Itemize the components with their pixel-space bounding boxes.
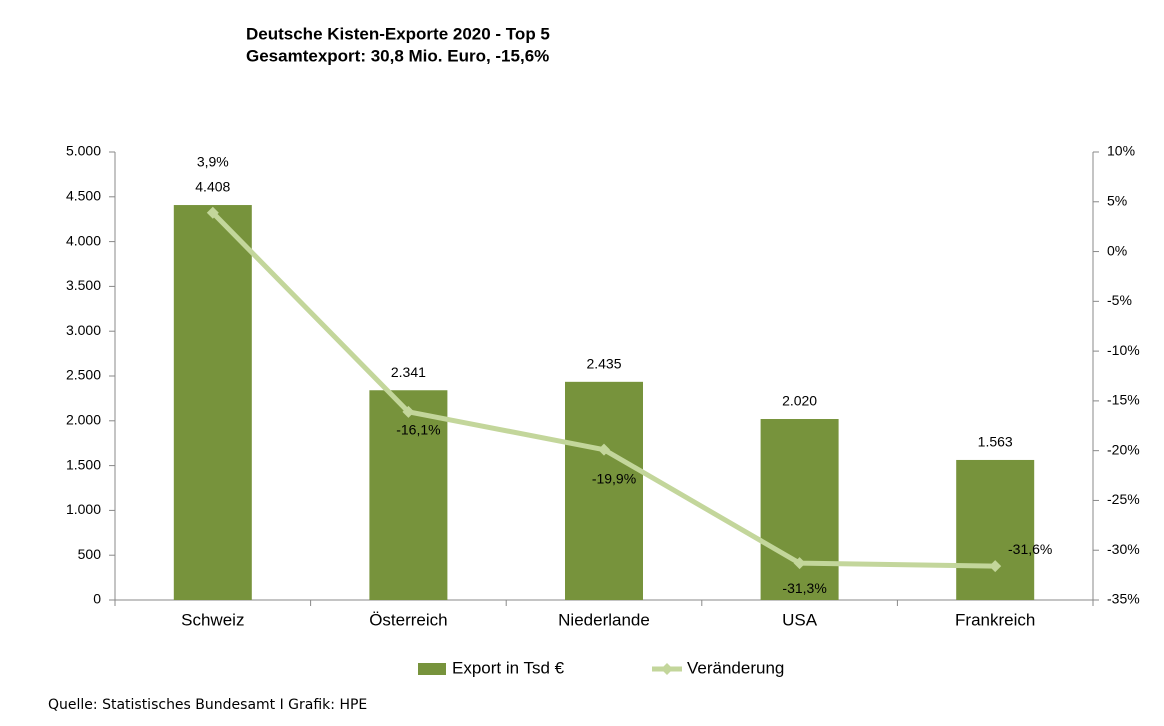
y-tick-label: 0 bbox=[93, 591, 101, 607]
x-tick-label: USA bbox=[782, 610, 818, 629]
y-tick-label: 4.000 bbox=[66, 232, 101, 248]
x-tick-label: Schweiz bbox=[181, 610, 244, 629]
y2-tick-label: 5% bbox=[1107, 192, 1127, 208]
y2-tick-label: -20% bbox=[1107, 441, 1140, 457]
legend-marker bbox=[661, 663, 673, 675]
y2-tick-label: -30% bbox=[1107, 541, 1140, 557]
y-tick-label: 3.500 bbox=[66, 277, 101, 293]
bar-value-label: 2.341 bbox=[391, 364, 426, 380]
line-value-label: -16,1% bbox=[396, 422, 440, 438]
source-note: Quelle: Statistisches Bundesamt I Grafik… bbox=[48, 697, 367, 713]
line-marker bbox=[793, 557, 806, 570]
bar-value-label: 1.563 bbox=[978, 434, 1013, 450]
line-marker bbox=[206, 206, 219, 219]
bar bbox=[369, 390, 448, 600]
y-tick-label: 4.500 bbox=[66, 188, 101, 204]
y-tick-label: 5.000 bbox=[66, 143, 101, 159]
bar bbox=[760, 419, 839, 600]
y2-tick-label: -15% bbox=[1107, 392, 1140, 408]
y2-tick-label: 10% bbox=[1107, 143, 1135, 159]
y2-tick-label: -5% bbox=[1107, 292, 1132, 308]
y-tick-label: 3.000 bbox=[66, 322, 101, 338]
y2-tick-label: -35% bbox=[1107, 591, 1140, 607]
y-tick-label: 2.500 bbox=[66, 367, 101, 383]
bar bbox=[956, 459, 1035, 600]
line-marker bbox=[989, 560, 1002, 573]
y2-tick-label: -25% bbox=[1107, 491, 1140, 507]
line-value-label: -31,3% bbox=[782, 580, 826, 596]
bar-value-label: 4.408 bbox=[195, 179, 230, 195]
bar bbox=[173, 205, 252, 600]
bar-value-label: 2.435 bbox=[586, 356, 621, 372]
y2-tick-label: 0% bbox=[1107, 242, 1127, 258]
line-value-label: -19,9% bbox=[592, 470, 636, 486]
x-tick-label: Österreich bbox=[369, 610, 447, 629]
legend-swatch bbox=[418, 663, 446, 675]
y-tick-label: 1.000 bbox=[66, 501, 101, 517]
chart-title: Deutsche Kisten-Exporte 2020 - Top 5 bbox=[246, 24, 550, 43]
chart-subtitle: Gesamtexport: 30,8 Mio. Euro, -15,6% bbox=[246, 46, 549, 65]
y-tick-label: 1.500 bbox=[66, 456, 101, 472]
line-value-label: -31,6% bbox=[1008, 541, 1052, 557]
legend-label: Export in Tsd € bbox=[452, 658, 565, 677]
x-tick-label: Niederlande bbox=[558, 610, 650, 629]
y-tick-label: 500 bbox=[78, 546, 102, 562]
bar-value-label: 2.020 bbox=[782, 393, 817, 409]
x-tick-label: Frankreich bbox=[955, 610, 1035, 629]
bar bbox=[565, 381, 643, 600]
line-value-label: 3,9% bbox=[197, 153, 229, 169]
legend-label: Veränderung bbox=[687, 658, 784, 677]
y-tick-label: 2.000 bbox=[66, 412, 101, 428]
line-marker bbox=[598, 443, 610, 456]
line-marker bbox=[402, 405, 415, 418]
y2-tick-label: -10% bbox=[1107, 342, 1140, 358]
